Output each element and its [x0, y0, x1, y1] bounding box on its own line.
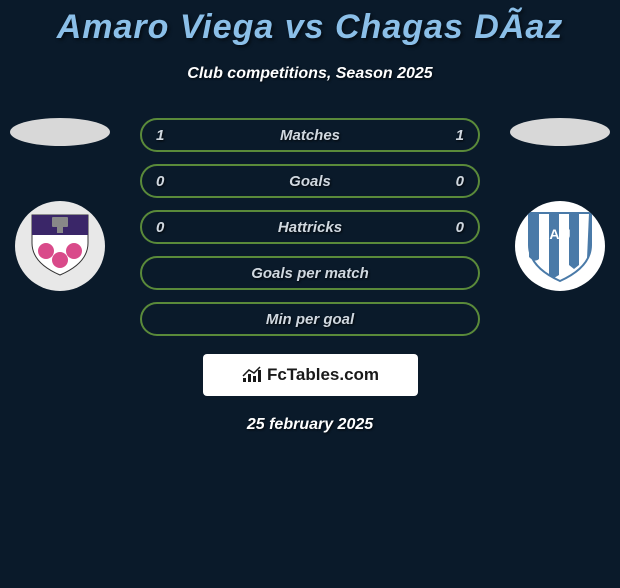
stat-right-value: 1	[456, 127, 464, 144]
stat-left-value: 0	[156, 219, 164, 236]
page-title: Amaro Viega vs Chagas DÃ­az	[0, 8, 620, 47]
shield-icon: A J	[525, 209, 595, 283]
player-right-oval	[510, 118, 610, 146]
stat-label: Goals per match	[251, 265, 369, 282]
brand-logo-box: FcTables.com	[203, 354, 418, 396]
shield-icon	[30, 213, 90, 277]
subtitle: Club competitions, Season 2025	[0, 65, 620, 83]
stat-left-value: 1	[156, 127, 164, 144]
player-left-figure	[10, 118, 110, 318]
stat-right-value: 0	[456, 219, 464, 236]
stat-label: Min per goal	[266, 311, 354, 328]
chart-icon	[241, 366, 263, 384]
stat-row-gpm: Goals per match	[140, 256, 480, 290]
stat-row-mpg: Min per goal	[140, 302, 480, 336]
stat-left-value: 0	[156, 173, 164, 190]
stat-label: Hattricks	[278, 219, 342, 236]
svg-text:A J: A J	[549, 226, 570, 242]
stat-label: Matches	[280, 127, 340, 144]
team-badge-left	[15, 201, 105, 291]
stat-right-value: 0	[456, 173, 464, 190]
brand-logo-text: FcTables.com	[267, 365, 379, 385]
player-right-figure: A J	[510, 118, 610, 318]
stat-row-matches: 1 Matches 1	[140, 118, 480, 152]
comparison-area: A J 1 Matches 1 0 Goals 0 0 Hattricks 0 …	[0, 118, 620, 434]
team-badge-right: A J	[515, 201, 605, 291]
stat-row-hattricks: 0 Hattricks 0	[140, 210, 480, 244]
date-text: 25 february 2025	[0, 416, 620, 434]
stat-rows-container: 1 Matches 1 0 Goals 0 0 Hattricks 0 Goal…	[140, 118, 480, 336]
player-left-oval	[10, 118, 110, 146]
stat-label: Goals	[289, 173, 331, 190]
stat-row-goals: 0 Goals 0	[140, 164, 480, 198]
